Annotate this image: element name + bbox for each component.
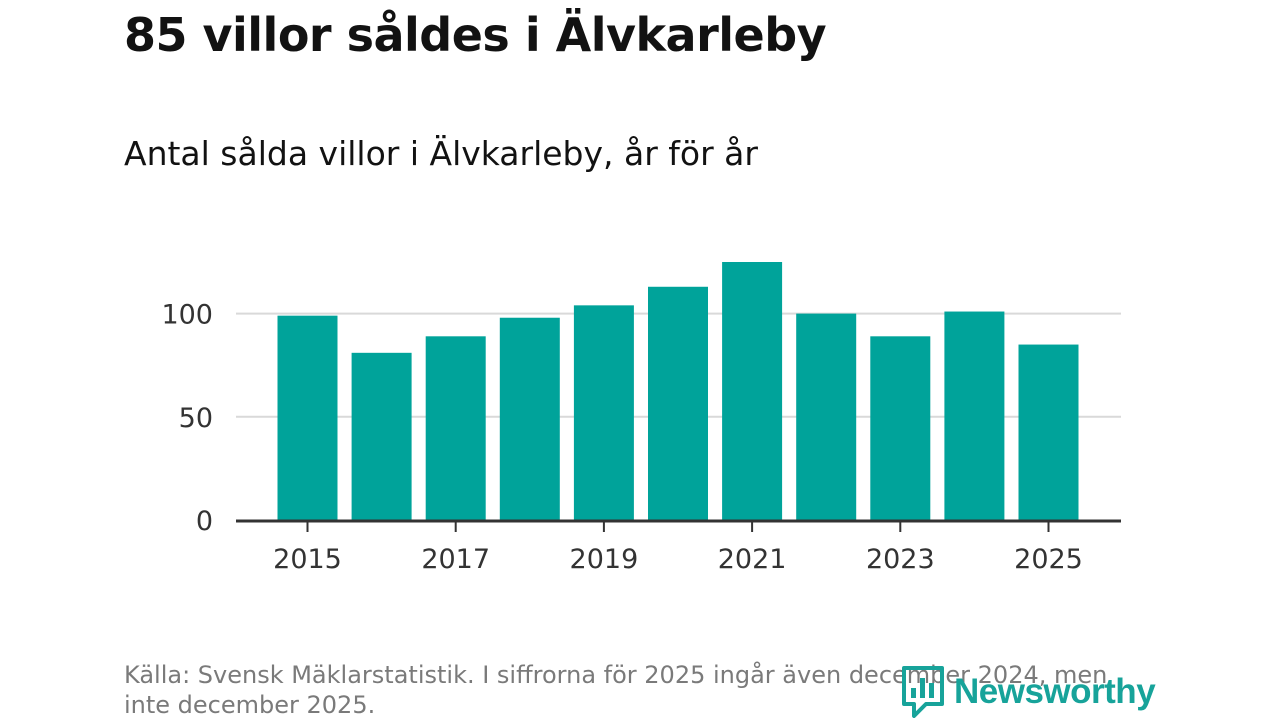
chart-subtitle: Antal sålda villor i Älvkarleby, år för …	[124, 134, 758, 173]
newsworthy-logo-icon	[902, 666, 944, 718]
x-tick-label: 2025	[1014, 544, 1083, 575]
y-tick-label: 0	[196, 506, 213, 537]
x-tick-label: 2021	[718, 544, 787, 575]
bar-2021[interactable]	[722, 262, 783, 520]
bar-2025[interactable]	[1018, 344, 1079, 520]
newsworthy-logo[interactable]: Newsworthy	[900, 666, 1156, 718]
newsworthy-logo-text: Newsworthy	[954, 672, 1156, 711]
bar-2019[interactable]	[573, 305, 634, 520]
y-tick-label: 100	[161, 300, 213, 331]
bar-2016[interactable]	[351, 352, 412, 520]
bar-2024[interactable]	[944, 311, 1005, 520]
x-tick-label: 2019	[570, 544, 639, 575]
x-tick-label: 2015	[273, 544, 342, 575]
bar-2020[interactable]	[648, 286, 708, 520]
bar-2017[interactable]	[425, 336, 486, 520]
y-tick-label: 50	[179, 403, 213, 434]
x-tick-label: 2017	[421, 544, 490, 575]
chart-title: 85 villor såldes i Älvkarleby	[124, 8, 827, 62]
bar-2018[interactable]	[499, 317, 560, 520]
bar-2022[interactable]	[796, 313, 857, 520]
bar-2015[interactable]	[277, 315, 338, 520]
x-tick-label: 2023	[866, 544, 935, 575]
bar-2023[interactable]	[870, 336, 931, 520]
